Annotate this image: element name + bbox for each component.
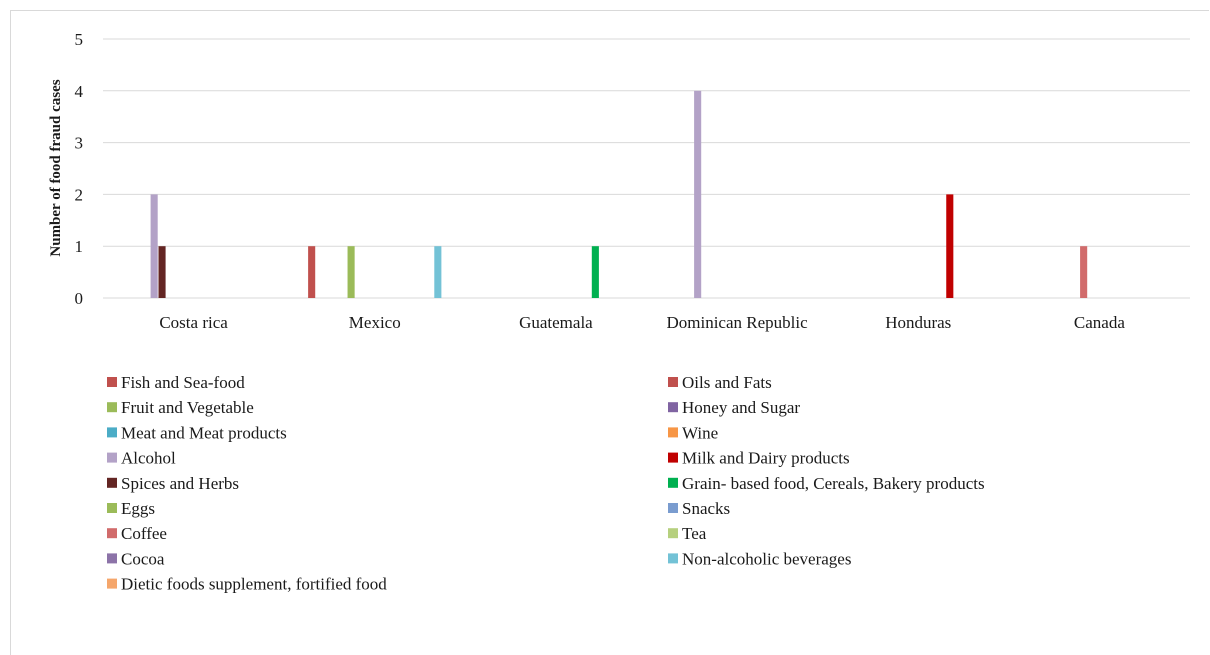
legend-label: Meat and Meat products xyxy=(121,423,287,442)
legend-label: Alcohol xyxy=(121,449,176,468)
x-tick-label: Honduras xyxy=(885,313,951,332)
legend-swatch xyxy=(107,377,117,387)
legend-label: Fruit and Vegetable xyxy=(121,398,254,417)
y-tick-label: 0 xyxy=(75,289,84,308)
bar xyxy=(946,194,954,298)
legend-swatch xyxy=(668,377,678,387)
x-tick-labels: Costa rica Mexico Guatemala Dominican Repub… xyxy=(159,313,1125,332)
legend-label: Cocoa xyxy=(121,549,165,568)
y-tick-label: 5 xyxy=(75,30,84,49)
chart-frame xyxy=(10,10,1209,655)
bar xyxy=(591,246,599,298)
legend-label: Dietic foods supplement, fortified food xyxy=(121,575,387,594)
legend-swatch xyxy=(668,528,678,539)
x-tick-label: Guatemala xyxy=(519,313,593,332)
legend-swatch xyxy=(107,578,117,589)
bar xyxy=(308,246,316,298)
legend-swatch xyxy=(668,402,678,413)
bar xyxy=(347,246,355,298)
legend-label: Milk and Dairy products xyxy=(682,449,850,468)
legend-swatch xyxy=(107,503,117,513)
legend-swatch xyxy=(107,477,117,488)
legend-swatch xyxy=(107,402,117,413)
x-tick-label: Canada xyxy=(1074,313,1125,332)
legend-label: Grain- based food, Cereals, Bakery produ… xyxy=(682,474,985,493)
y-tick-label: 3 xyxy=(75,134,84,153)
bar xyxy=(158,246,166,298)
x-tick-label: Costa rica xyxy=(159,313,228,332)
x-tick-label: Dominican Republic xyxy=(666,313,808,332)
bar xyxy=(434,246,442,298)
bar xyxy=(150,194,158,298)
legend-label: Fish and Sea-food xyxy=(121,373,245,392)
legend-swatch xyxy=(668,503,678,513)
legend-label: Eggs xyxy=(121,499,155,518)
legend-label: Oils and Fats xyxy=(682,373,772,392)
legend-label: Coffee xyxy=(121,524,167,543)
bar xyxy=(694,90,702,298)
x-tick-label: Mexico xyxy=(349,313,401,332)
legend-swatch xyxy=(668,477,678,488)
y-tick-label: 1 xyxy=(75,237,84,256)
y-tick-label: 2 xyxy=(75,185,84,204)
y-tick-labels: 0 1 2 3 4 5 xyxy=(75,30,84,308)
legend-label: Wine xyxy=(682,423,718,442)
legend-label: Honey and Sugar xyxy=(682,398,800,417)
legend-swatch xyxy=(107,452,117,463)
y-tick-label: 4 xyxy=(75,82,84,101)
legend-label: Spices and Herbs xyxy=(121,474,239,493)
legend-swatch xyxy=(668,427,678,438)
gridlines xyxy=(103,38,1190,299)
legend: Fish and Sea-food Fruit and Vegetable Meat… xyxy=(107,373,985,594)
bar xyxy=(1080,246,1088,298)
legend-label: Non-alcoholic beverages xyxy=(682,549,851,568)
legend-swatch xyxy=(107,528,117,539)
legend-label: Tea xyxy=(682,524,707,543)
legend-label: Snacks xyxy=(682,499,730,518)
legend-swatch xyxy=(668,452,678,463)
bars xyxy=(150,90,1088,298)
legend-swatch xyxy=(668,553,678,564)
y-axis-label: Number of food fraud cases xyxy=(48,79,64,256)
legend-swatch xyxy=(107,427,117,438)
legend-swatch xyxy=(107,553,117,564)
